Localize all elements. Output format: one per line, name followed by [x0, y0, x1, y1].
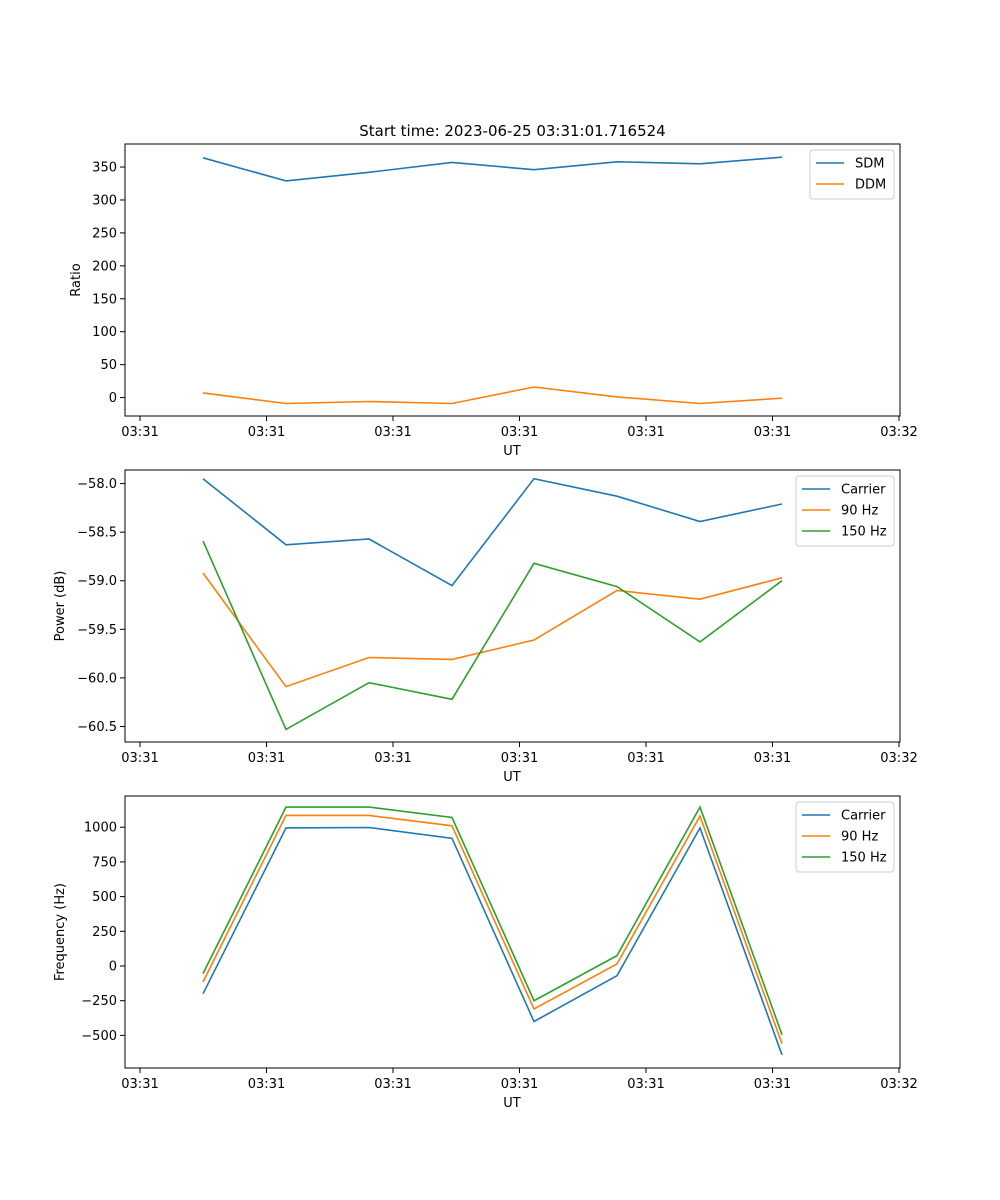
chart-title: Start time: 2023-06-25 03:31:01.716524	[359, 122, 665, 140]
legend-label: 90 Hz	[841, 830, 878, 845]
series-line-90-hz	[202, 814, 783, 1044]
x-tick-label: 03:31	[248, 1077, 285, 1092]
x-tick-label: 03:32	[880, 425, 917, 440]
y-tick-label: 300	[92, 193, 117, 208]
x-axis-label: UT	[503, 770, 521, 785]
y-axis-label: Power (dB)	[53, 571, 68, 642]
legend-label: Carrier	[841, 483, 886, 498]
legend-label: 150 Hz	[841, 525, 887, 540]
plot-frame	[124, 469, 901, 743]
series-line-carrier	[202, 477, 783, 587]
chart-panel-3: 03:31 03:31 03:31 03:31 03:31 03:31 03:32 −500 −…	[53, 795, 918, 1111]
y-tick-label: −58.0	[77, 477, 117, 492]
y-axis-label: Frequency (Hz)	[53, 883, 68, 981]
y-tick-label: 100	[92, 325, 117, 340]
legend-label: 90 Hz	[841, 504, 878, 519]
y-tick-label: −60.5	[77, 720, 117, 735]
legend-label: SDM	[855, 157, 884, 172]
legend: Carrier 90 Hz 150 Hz	[795, 475, 895, 547]
y-tick-label: −500	[81, 1029, 117, 1044]
series-line-150-hz	[202, 805, 783, 1035]
x-tick-label: 03:31	[121, 751, 158, 766]
x-tick-label: 03:31	[501, 751, 538, 766]
series-line-90-hz	[202, 572, 783, 688]
y-tick-label: 150	[92, 292, 117, 307]
x-tick-label: 03:31	[374, 751, 411, 766]
y-tick-label: 50	[100, 358, 117, 373]
legend: SDM DDM	[809, 149, 895, 200]
y-tick-label: −59.0	[77, 574, 117, 589]
y-tick-label: 350	[92, 161, 117, 176]
series-line-150-hz	[202, 540, 783, 731]
x-tick-label: 03:31	[501, 1077, 538, 1092]
series-line-ddm	[202, 386, 783, 405]
x-tick-label: 03:31	[754, 751, 791, 766]
x-tick-label: 03:31	[627, 751, 664, 766]
x-tick-label: 03:31	[627, 425, 664, 440]
legend-label: 150 Hz	[841, 851, 887, 866]
y-tick-label: 750	[92, 855, 117, 870]
legend: Carrier 90 Hz 150 Hz	[795, 801, 895, 873]
x-tick-label: 03:32	[880, 1077, 917, 1092]
x-tick-label: 03:31	[248, 751, 285, 766]
y-tick-label: 0	[109, 391, 117, 406]
x-tick-label: 03:31	[627, 1077, 664, 1092]
x-tick-label: 03:32	[880, 751, 917, 766]
x-tick-label: 03:31	[121, 1077, 158, 1092]
y-tick-label: 0	[109, 960, 117, 975]
y-tick-label: 250	[92, 226, 117, 241]
x-tick-label: 03:31	[754, 425, 791, 440]
y-axis-label: Ratio	[69, 263, 84, 296]
y-tick-label: −60.0	[77, 671, 117, 686]
x-tick-label: 03:31	[374, 1077, 411, 1092]
y-tick-label: 1000	[84, 821, 117, 836]
chart-panel-2: 03:31 03:31 03:31 03:31 03:31 03:31 03:32 −60.5…	[53, 469, 918, 785]
legend-label: Carrier	[841, 809, 886, 824]
x-tick-label: 03:31	[374, 425, 411, 440]
x-tick-label: 03:31	[754, 1077, 791, 1092]
legend-box	[795, 801, 895, 873]
x-tick-label: 03:31	[501, 425, 538, 440]
chart-panel-1: 03:31 03:31 03:31 03:31 03:31 03:31 03:32 0 50 10…	[69, 143, 918, 459]
series-line-carrier	[202, 825, 783, 1056]
x-tick-label: 03:31	[248, 425, 285, 440]
legend-box	[795, 475, 895, 547]
y-tick-label: −59.5	[77, 623, 117, 638]
y-tick-label: −250	[81, 994, 117, 1009]
x-axis-label: UT	[503, 444, 521, 459]
x-axis-label: UT	[503, 1096, 521, 1111]
series-line-sdm	[202, 156, 783, 182]
legend-label: DDM	[855, 178, 886, 193]
y-tick-label: −58.5	[77, 526, 117, 541]
y-tick-label: 200	[92, 259, 117, 274]
y-tick-label: 250	[92, 925, 117, 940]
y-tick-label: 500	[92, 890, 117, 905]
plot-frame	[124, 143, 901, 417]
x-tick-label: 03:31	[121, 425, 158, 440]
plot-frame	[124, 795, 901, 1069]
